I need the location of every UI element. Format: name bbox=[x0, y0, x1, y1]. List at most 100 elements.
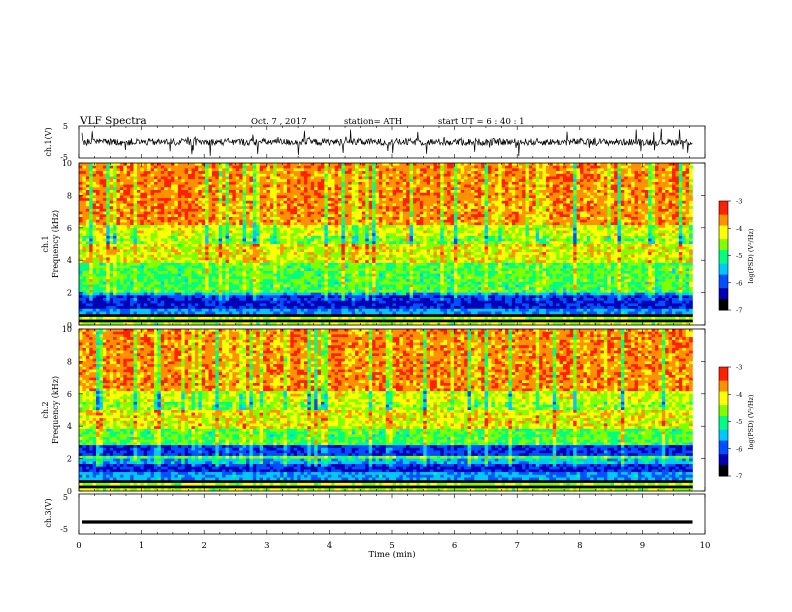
ch1-spectrogram-cell bbox=[443, 208, 448, 212]
ch1-spectrogram-cell bbox=[600, 176, 605, 180]
ch1-spectrogram-cell bbox=[191, 171, 196, 175]
ch1-spectrogram-cell bbox=[597, 187, 601, 191]
ch1-spectrogram-cell bbox=[246, 171, 250, 175]
ch1-spectrogram-cell bbox=[150, 165, 155, 169]
ch1-spectrogram-cell bbox=[341, 208, 346, 212]
ch1-spectrogram-cell bbox=[576, 211, 581, 215]
ch1-spectrogram-cell bbox=[79, 235, 83, 239]
ch1-spectrogram-cell bbox=[624, 200, 629, 204]
ch1-spectrogram-cell bbox=[426, 203, 431, 207]
ch1-spectrogram-cell bbox=[123, 206, 128, 210]
ch1-spectrogram-cell bbox=[682, 230, 686, 234]
ch1-spectrogram-cell bbox=[143, 181, 148, 185]
ch1-spectrogram-cell bbox=[242, 171, 247, 175]
ch1-spectrogram-cell bbox=[201, 181, 206, 185]
ch1-spectrogram-cell bbox=[498, 192, 502, 196]
ch1-spectrogram-cell bbox=[160, 211, 165, 215]
ch1-spectrogram-cell bbox=[338, 233, 342, 237]
ch1-spectrogram-cell bbox=[518, 179, 523, 183]
ch1-spectrogram-cell bbox=[399, 230, 404, 234]
ch1-spectrogram-cell bbox=[539, 225, 543, 229]
ch1-spectrogram-cell bbox=[508, 208, 513, 212]
ch1-spectrogram-cell bbox=[266, 227, 271, 231]
ch1-spectrogram-cell bbox=[641, 211, 646, 215]
ch1-spectrogram-cell bbox=[355, 200, 359, 204]
ch1-spectrogram-cell bbox=[590, 208, 594, 212]
ch1-spectrogram-cell bbox=[549, 176, 554, 180]
ch1-spectrogram-cell bbox=[85, 192, 90, 196]
ch1-spectrogram-cell bbox=[395, 181, 400, 185]
ch1-spectrogram-cell bbox=[436, 190, 441, 193]
ch1-spectrogram-cell bbox=[522, 165, 526, 169]
ch1-spectrogram-cell bbox=[644, 168, 649, 172]
ch1-spectrogram-cell bbox=[494, 217, 499, 220]
ch1-spectrogram-cell bbox=[518, 163, 523, 166]
ch1-spectrogram-cell bbox=[395, 171, 400, 175]
ch1-spectrogram-cell bbox=[406, 176, 410, 180]
ch1-spectrogram-cell bbox=[188, 181, 192, 185]
ch1-spectrogram-cell bbox=[440, 222, 444, 226]
ch1-spectrogram-cell bbox=[351, 163, 356, 166]
ch1-spectrogram-cell bbox=[324, 222, 329, 226]
ch1-spectrogram-cell bbox=[269, 168, 274, 172]
ch1-spectrogram-cell bbox=[297, 233, 301, 237]
ch1-spectrogram-cell bbox=[644, 165, 649, 169]
ch1-spectrogram-cell bbox=[402, 206, 407, 210]
ch1-spectrogram-cell bbox=[334, 168, 339, 172]
ch1-spectrogram-cell bbox=[222, 235, 226, 239]
ch1-spectrogram-cell bbox=[338, 181, 342, 185]
ch1-spectrogram-cell bbox=[682, 192, 686, 196]
ch1-spectrogram-cell bbox=[130, 176, 134, 180]
ch1-spectrogram-cell bbox=[317, 200, 322, 204]
ch1-spectrogram-cell bbox=[235, 227, 240, 231]
ch1-spectrogram-cell bbox=[477, 208, 482, 212]
ch1-spectrogram-cell bbox=[286, 227, 291, 231]
ch1-spectrogram-cell bbox=[276, 179, 281, 183]
ch1-spectrogram-cell bbox=[382, 176, 387, 180]
ch1-spectrogram-cell bbox=[365, 181, 369, 185]
ch1-spectrogram-cell bbox=[447, 171, 451, 175]
ch1-spectrogram-cell bbox=[672, 214, 676, 218]
ch1-spectrogram-cell bbox=[147, 192, 151, 196]
ch1-spectrogram-cell bbox=[443, 195, 448, 199]
ch1-spectrogram-cell bbox=[153, 165, 158, 169]
ch1-spectrogram-cell bbox=[205, 195, 209, 199]
ch1-spectrogram-cell bbox=[481, 192, 485, 196]
ch1-spectrogram-cell bbox=[249, 222, 254, 226]
ch1-spectrogram-cell bbox=[79, 168, 83, 172]
ch1-spectrogram-cell bbox=[668, 217, 673, 220]
ch1-spectrogram-cell bbox=[228, 222, 233, 226]
ch1-spectrogram-cell bbox=[92, 176, 97, 180]
ch1-spectrogram-cell bbox=[675, 233, 680, 237]
ch1-spectrogram-cell bbox=[658, 227, 663, 231]
ch1-spectrogram-cell bbox=[368, 233, 373, 237]
ch1-spectrogram-cell bbox=[307, 211, 312, 215]
ch1-spectrogram-cell bbox=[177, 181, 182, 185]
ch1-spectrogram-cell bbox=[171, 203, 175, 207]
ch1-spectrogram-cell bbox=[617, 179, 622, 183]
ch1-spectrogram-cell bbox=[426, 179, 431, 183]
ch1-spectrogram-cell bbox=[569, 200, 574, 204]
ch1-spectrogram-cell bbox=[153, 227, 158, 231]
ch1-spectrogram-cell bbox=[593, 179, 598, 183]
ch1-spectrogram-cell bbox=[167, 165, 172, 169]
ch1-spectrogram-cell bbox=[228, 214, 233, 218]
ch1-spectrogram-cell bbox=[211, 184, 216, 188]
ch1-spectrogram-cell bbox=[334, 163, 339, 166]
ch1-spectrogram-cell bbox=[470, 225, 475, 229]
ch1-spectrogram-cell bbox=[467, 217, 472, 220]
ch1-spectrogram-cell bbox=[539, 184, 543, 188]
ch1-spectrogram-cell bbox=[113, 206, 117, 210]
ch1-spectrogram-cell bbox=[273, 192, 277, 196]
ch1-spectrogram-cell bbox=[79, 179, 83, 183]
ch1-spectrogram-cell bbox=[474, 198, 479, 202]
ch1-spectrogram-cell bbox=[143, 192, 148, 196]
ch1-spectrogram-cell bbox=[338, 219, 342, 223]
ch1-spectrogram-cell bbox=[269, 165, 274, 169]
ch1-spectrogram-cell bbox=[85, 190, 90, 193]
ch1-spectrogram-cell bbox=[140, 206, 145, 210]
ch1-spectrogram-cell bbox=[501, 217, 506, 220]
ch1-spectrogram-cell bbox=[525, 173, 530, 177]
ch1-spectrogram-cell bbox=[153, 225, 158, 229]
ch1-spectrogram-cell bbox=[133, 168, 138, 172]
